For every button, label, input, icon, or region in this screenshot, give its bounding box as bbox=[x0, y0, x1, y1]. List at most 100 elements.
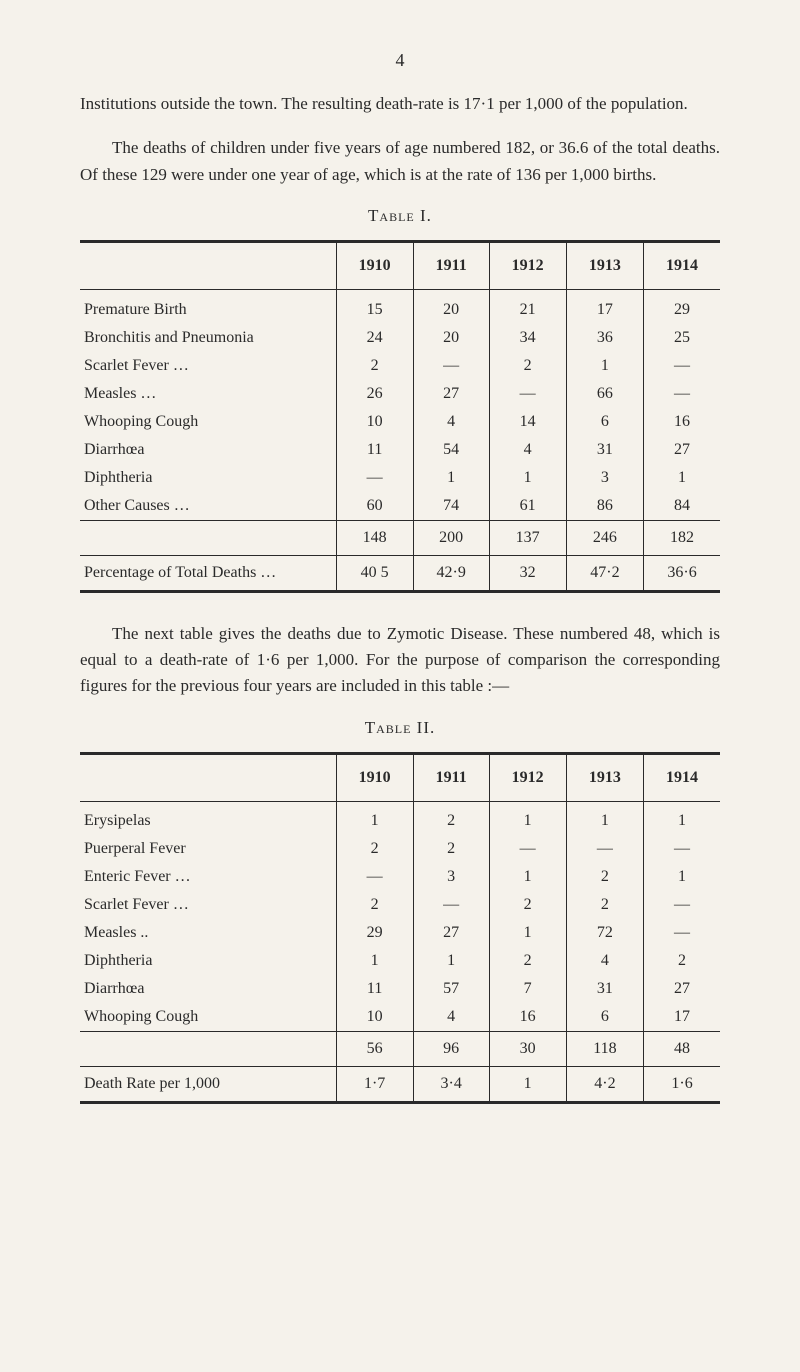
table-1-value: 1 bbox=[413, 464, 489, 492]
table-1-value: 27 bbox=[413, 380, 489, 408]
table-1-value: 10 bbox=[336, 408, 413, 436]
table-1-value: 29 bbox=[644, 296, 720, 324]
table-1-value: 31 bbox=[566, 436, 643, 464]
table-1-value: — bbox=[489, 380, 566, 408]
table-2-row: Diarrhœa115773127 bbox=[80, 975, 720, 1003]
table-1-value: 11 bbox=[336, 436, 413, 464]
table-2-value: 1 bbox=[644, 863, 720, 891]
table-2-value: 4 bbox=[413, 1003, 489, 1032]
table-1-value: 1 bbox=[644, 464, 720, 492]
table-1-value: 61 bbox=[489, 492, 566, 521]
table-1-value: 54 bbox=[413, 436, 489, 464]
table-2-label: Puerperal Fever bbox=[80, 835, 336, 863]
table-2-row: Enteric Fever …—3121 bbox=[80, 863, 720, 891]
table-1-value: — bbox=[644, 352, 720, 380]
table-1-value: 66 bbox=[566, 380, 643, 408]
table-1-row: Premature Birth1520211729 bbox=[80, 296, 720, 324]
table-2-value: 2 bbox=[566, 863, 643, 891]
table-2-year: 1910 bbox=[336, 753, 413, 801]
table-1-label: Measles … bbox=[80, 380, 336, 408]
page-number: 4 bbox=[80, 50, 720, 71]
table-1-value: 84 bbox=[644, 492, 720, 521]
table-2-total: 96 bbox=[413, 1032, 489, 1067]
table-1-row: Bronchitis and Pneumonia2420343625 bbox=[80, 324, 720, 352]
table-2-value: 1 bbox=[336, 947, 413, 975]
table-1-value: 6 bbox=[566, 408, 643, 436]
table-2-value: 16 bbox=[489, 1003, 566, 1032]
table-1-corner bbox=[80, 242, 336, 290]
table-2-value: 57 bbox=[413, 975, 489, 1003]
table-1-label: Diarrhœa bbox=[80, 436, 336, 464]
table-1-value: 17 bbox=[566, 296, 643, 324]
table-1-percentage-row: Percentage of Total Deaths … 40 5 42·9 3… bbox=[80, 555, 720, 591]
table-2-row: Scarlet Fever …2—22— bbox=[80, 891, 720, 919]
table-2-value: 1 bbox=[566, 807, 643, 835]
table-1-year: 1914 bbox=[644, 242, 720, 290]
table-1-total: 182 bbox=[644, 520, 720, 555]
table-2-total: 118 bbox=[566, 1032, 643, 1067]
table-2-total: 30 bbox=[489, 1032, 566, 1067]
table-2-value: 1 bbox=[413, 947, 489, 975]
table-2-value: 72 bbox=[566, 919, 643, 947]
table-1-total: 137 bbox=[489, 520, 566, 555]
table-2: 1910 1911 1912 1913 1914 Erysipelas12111… bbox=[80, 752, 720, 1105]
table-1-value: 3 bbox=[566, 464, 643, 492]
table-1-value: 74 bbox=[413, 492, 489, 521]
table-1-year: 1912 bbox=[489, 242, 566, 290]
table-1-label: Whooping Cough bbox=[80, 408, 336, 436]
table-2-value: 1 bbox=[489, 863, 566, 891]
table-2-rate-label: Death Rate per 1,000 bbox=[80, 1067, 336, 1103]
table-2-value: 29 bbox=[336, 919, 413, 947]
table-2-label: Measles .. bbox=[80, 919, 336, 947]
table-1-value: 27 bbox=[644, 436, 720, 464]
table-1-value: 21 bbox=[489, 296, 566, 324]
table-1-value: 26 bbox=[336, 380, 413, 408]
table-1-year: 1911 bbox=[413, 242, 489, 290]
table-1-row: Other Causes …6074618684 bbox=[80, 492, 720, 521]
table-1-pct: 42·9 bbox=[413, 555, 489, 591]
table-1-total: 148 bbox=[336, 520, 413, 555]
table-2-rate: 3·4 bbox=[413, 1067, 489, 1103]
table-2-row: Erysipelas12111 bbox=[80, 807, 720, 835]
table-1-value: — bbox=[413, 352, 489, 380]
paragraph-1: Institutions outside the town. The resul… bbox=[80, 91, 720, 117]
table-1-value: 1 bbox=[489, 464, 566, 492]
table-2-year: 1911 bbox=[413, 753, 489, 801]
table-2-value: 7 bbox=[489, 975, 566, 1003]
table-2-value: — bbox=[644, 891, 720, 919]
table-2-row: Puerperal Fever22——— bbox=[80, 835, 720, 863]
table-2-value: 2 bbox=[413, 807, 489, 835]
table-1-value: 4 bbox=[489, 436, 566, 464]
table-1-value: 16 bbox=[644, 408, 720, 436]
table-1-title: Table I. bbox=[80, 206, 720, 226]
table-2-row: Whooping Cough10416617 bbox=[80, 1003, 720, 1032]
table-1-value: — bbox=[336, 464, 413, 492]
table-1-value: 24 bbox=[336, 324, 413, 352]
table-2-value: 1 bbox=[644, 807, 720, 835]
paragraph-2: The deaths of children under five years … bbox=[80, 135, 720, 188]
table-2-row: Measles ..2927172— bbox=[80, 919, 720, 947]
table-1-pct: 36·6 bbox=[644, 555, 720, 591]
table-1-value: 4 bbox=[413, 408, 489, 436]
table-1-row: Measles …2627—66— bbox=[80, 380, 720, 408]
table-1-row: Scarlet Fever …2—21— bbox=[80, 352, 720, 380]
table-2-value: 3 bbox=[413, 863, 489, 891]
table-1-label: Diphtheria bbox=[80, 464, 336, 492]
table-1-value: 86 bbox=[566, 492, 643, 521]
table-2-totals-row: 56 96 30 118 48 bbox=[80, 1032, 720, 1067]
table-2-value: 2 bbox=[336, 891, 413, 919]
table-2-label: Diarrhœa bbox=[80, 975, 336, 1003]
table-1-year: 1913 bbox=[566, 242, 643, 290]
table-1-header-row: 1910 1911 1912 1913 1914 bbox=[80, 242, 720, 290]
table-2-value: 2 bbox=[413, 835, 489, 863]
table-2-value: — bbox=[644, 919, 720, 947]
table-2-rate-row: Death Rate per 1,000 1·7 3·4 1 4·2 1·6 bbox=[80, 1067, 720, 1103]
table-2-year: 1912 bbox=[489, 753, 566, 801]
table-2-label: Enteric Fever … bbox=[80, 863, 336, 891]
table-2-value: — bbox=[336, 863, 413, 891]
table-1: 1910 1911 1912 1913 1914 Premature Birth… bbox=[80, 240, 720, 593]
table-2-corner bbox=[80, 753, 336, 801]
table-1-total: 200 bbox=[413, 520, 489, 555]
table-1-pct-label: Percentage of Total Deaths … bbox=[80, 555, 336, 591]
table-2-value: 31 bbox=[566, 975, 643, 1003]
